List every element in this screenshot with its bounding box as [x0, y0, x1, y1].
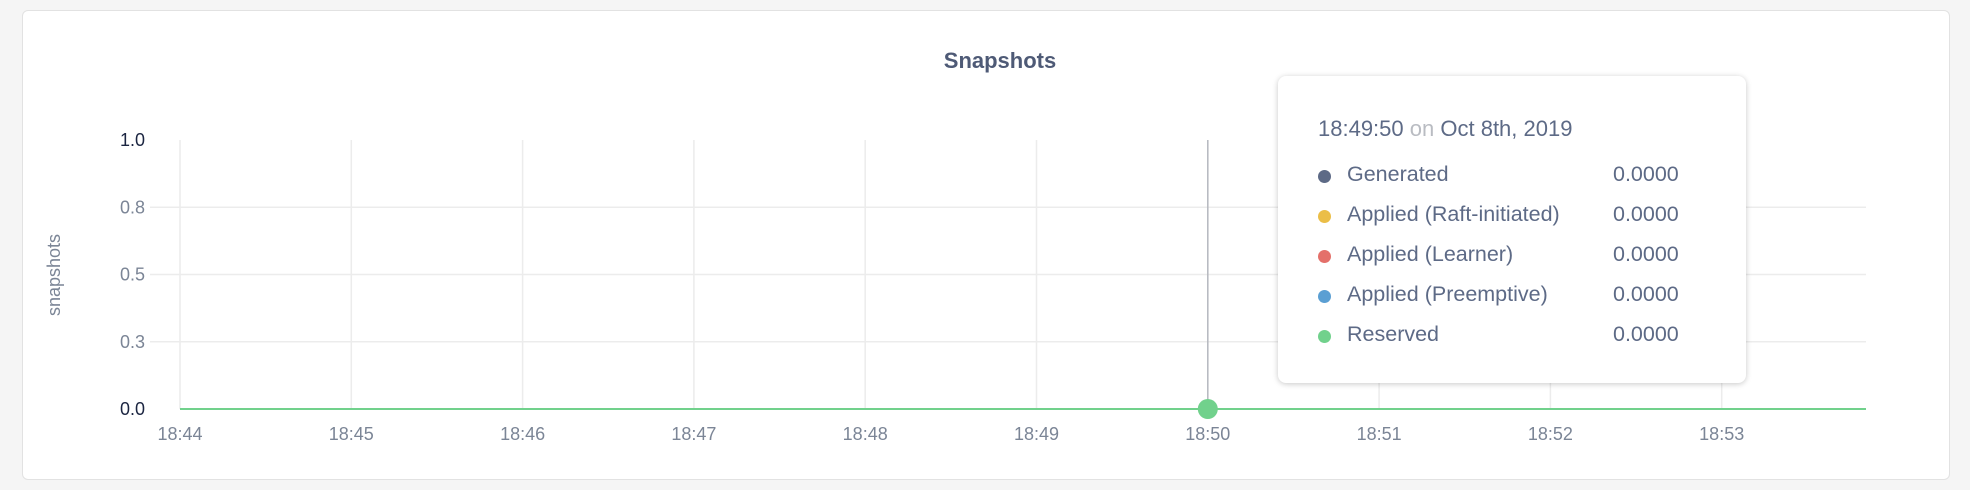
y-tick-label: 1.0 [120, 130, 145, 150]
tooltip-series-value: 0.0000 [1613, 202, 1679, 226]
tooltip-series-label: Applied (Learner) [1347, 242, 1514, 266]
tooltip-series-value: 0.0000 [1613, 242, 1679, 266]
x-tick-label: 18:46 [500, 424, 545, 444]
x-tick-label: 18:51 [1357, 424, 1402, 444]
y-tick-label: 0.8 [120, 197, 145, 217]
tooltip-series-label: Applied (Preemptive) [1347, 282, 1548, 306]
x-tick-label: 18:52 [1528, 424, 1573, 444]
tooltip-row: Applied (Raft-initiated) 0.0000 [1318, 202, 1718, 232]
hover-point[interactable] [1197, 399, 1218, 419]
tooltip-series-value: 0.0000 [1613, 162, 1679, 186]
tooltip-series-label: Applied (Raft-initiated) [1347, 202, 1560, 226]
tooltip-date: Oct 8th, 2019 [1440, 116, 1573, 141]
tooltip-row: Applied (Learner) 0.0000 [1318, 242, 1718, 272]
series-dot-icon [1318, 250, 1331, 263]
tooltip-series-value: 0.0000 [1613, 282, 1679, 306]
tooltip-timestamp: 18:49:50 on Oct 8th, 2019 [1318, 116, 1572, 142]
series-dot-icon [1318, 170, 1331, 183]
y-tick-label: 0.3 [120, 332, 145, 352]
tooltip-series-label: Generated [1347, 162, 1449, 186]
series-dot-icon [1318, 210, 1331, 223]
tooltip-on: on [1409, 116, 1435, 141]
y-tick-label: 0.5 [120, 265, 145, 285]
tooltip-row: Applied (Preemptive) 0.0000 [1318, 282, 1718, 312]
tooltip-row: Reserved 0.0000 [1318, 322, 1718, 352]
hover-tooltip: 18:49:50 on Oct 8th, 2019 Generated 0.000… [1278, 76, 1746, 383]
y-axis-label: snapshots [44, 234, 64, 316]
tooltip-row: Generated 0.0000 [1318, 162, 1718, 192]
tooltip-series-label: Reserved [1347, 322, 1440, 346]
series-dot-icon [1318, 290, 1331, 303]
x-tick-label: 18:45 [329, 424, 374, 444]
x-tick-label: 18:49 [1014, 424, 1059, 444]
x-tick-label: 18:47 [671, 424, 716, 444]
x-tick-label: 18:44 [157, 424, 202, 444]
tooltip-time: 18:49:50 [1318, 116, 1404, 141]
chart-title: Snapshots [944, 48, 1056, 73]
series-dot-icon [1318, 330, 1331, 343]
y-tick-label: 0.0 [120, 399, 145, 419]
tooltip-series-value: 0.0000 [1613, 322, 1679, 346]
x-tick-label: 18:50 [1185, 424, 1230, 444]
x-tick-label: 18:48 [843, 424, 888, 444]
x-tick-label: 18:53 [1699, 424, 1744, 444]
